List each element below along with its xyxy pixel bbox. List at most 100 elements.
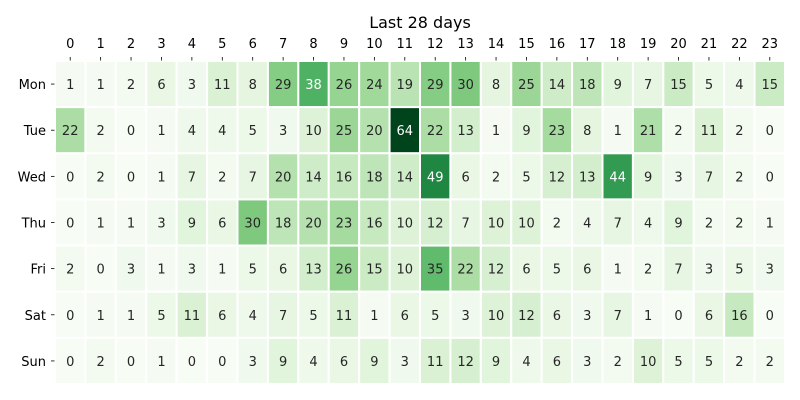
heatmap-cell xyxy=(266,290,300,339)
cell-value-label: 4 xyxy=(309,355,317,370)
heatmap-cell xyxy=(449,60,482,109)
x-tick-label: 3 xyxy=(157,37,165,52)
heatmap-cell xyxy=(358,244,391,293)
x-tick-label: 1 xyxy=(96,37,104,52)
cell-value-label: 3 xyxy=(157,217,165,232)
cell-value-label: 9 xyxy=(614,78,622,93)
cell-value-label: 6 xyxy=(553,355,561,370)
cell-value-label: 0 xyxy=(674,309,682,324)
heatmap-cell xyxy=(206,60,239,109)
cell-value-label: 16 xyxy=(731,309,748,324)
cell-value-label: 0 xyxy=(766,124,774,139)
x-tick-label: 4 xyxy=(188,37,196,52)
cell-value-label: 0 xyxy=(127,355,135,370)
cell-value-label: 11 xyxy=(701,124,718,139)
cell-value-label: 20 xyxy=(366,124,383,139)
cell-value-label: 1 xyxy=(96,217,104,232)
heatmap-cell xyxy=(327,290,361,339)
cell-value-label: 3 xyxy=(279,124,287,139)
heatmap-cell xyxy=(84,290,117,339)
cell-value-label: 10 xyxy=(518,217,535,232)
x-tick-label: 10 xyxy=(366,37,383,52)
y-tick-label: Fri xyxy=(31,263,47,278)
cell-value-label: 1 xyxy=(127,217,135,232)
cell-value-label: 1 xyxy=(157,263,165,278)
x-tick-label: 11 xyxy=(397,37,414,52)
y-tick-label: Thu xyxy=(21,217,46,232)
cell-value-label: 1 xyxy=(157,124,165,139)
cell-value-label: 14 xyxy=(305,170,322,185)
cell-value-label: 5 xyxy=(249,263,257,278)
cell-value-label: 38 xyxy=(305,78,322,93)
cell-value-label: 4 xyxy=(735,78,743,93)
cell-value-label: 6 xyxy=(157,78,165,93)
cell-value-label: 3 xyxy=(127,263,135,278)
x-tick-label: 19 xyxy=(640,37,657,52)
heatmap-cell xyxy=(449,290,482,339)
cell-value-label: 12 xyxy=(457,355,474,370)
cell-value-label: 23 xyxy=(549,124,566,139)
cell-value-label: 10 xyxy=(640,355,657,370)
cell-value-label: 4 xyxy=(188,124,196,139)
cell-value-label: 8 xyxy=(249,78,257,93)
cell-value-label: 18 xyxy=(366,170,383,185)
cell-value-label: 16 xyxy=(366,217,383,232)
cell-value-label: 1 xyxy=(218,263,226,278)
heatmap-cell xyxy=(419,336,452,385)
y-tick-label: Wed xyxy=(18,170,46,185)
x-tick-label: 23 xyxy=(762,37,779,52)
cell-value-label: 9 xyxy=(279,355,287,370)
heatmap-cell xyxy=(54,336,87,385)
cell-value-label: 0 xyxy=(66,309,74,324)
cell-value-label: 7 xyxy=(279,309,287,324)
cell-value-label: 8 xyxy=(583,124,591,139)
cell-value-label: 30 xyxy=(457,78,474,93)
heatmap-cell xyxy=(145,152,178,201)
cell-value-label: 12 xyxy=(549,170,566,185)
heatmap-cell xyxy=(175,244,209,293)
heatmap-cell xyxy=(175,290,209,339)
cell-value-label: 7 xyxy=(614,309,622,324)
cell-value-label: 23 xyxy=(336,217,353,232)
cell-value-label: 4 xyxy=(644,217,652,232)
heatmap-cell xyxy=(266,336,300,385)
heatmap-cell xyxy=(601,198,634,247)
cell-value-label: 3 xyxy=(188,78,196,93)
cell-value-label: 19 xyxy=(397,78,414,93)
cell-value-label: 2 xyxy=(218,170,226,185)
cell-value-label: 11 xyxy=(336,309,353,324)
cell-value-label: 24 xyxy=(366,78,383,93)
cell-value-label: 1 xyxy=(492,124,500,139)
heatmap-cell xyxy=(753,198,787,247)
heatmap-cell xyxy=(631,106,665,155)
heatmap-cell xyxy=(145,60,178,109)
heatmap-cell xyxy=(114,60,148,109)
cell-value-label: 25 xyxy=(336,124,353,139)
cell-value-label: 2 xyxy=(735,217,743,232)
cell-value-label: 3 xyxy=(583,309,591,324)
cell-value-label: 5 xyxy=(309,309,317,324)
cell-value-label: 8 xyxy=(492,78,500,93)
cell-value-label: 10 xyxy=(488,309,505,324)
cell-value-label: 2 xyxy=(553,217,561,232)
cell-value-label: 2 xyxy=(644,263,652,278)
x-tick-label: 18 xyxy=(609,37,626,52)
cell-value-label: 1 xyxy=(96,78,104,93)
heatmap-cell xyxy=(601,106,634,155)
cell-value-label: 15 xyxy=(366,263,383,278)
cell-value-label: 2 xyxy=(66,263,74,278)
cell-value-label: 44 xyxy=(609,170,626,185)
cell-value-label: 9 xyxy=(370,355,378,370)
heatmap-cell xyxy=(236,198,269,247)
x-tick-label: 9 xyxy=(340,37,348,52)
cell-value-label: 7 xyxy=(674,263,682,278)
cell-value-label: 1 xyxy=(127,309,135,324)
cell-value-label: 3 xyxy=(705,263,713,278)
x-tick-label: 5 xyxy=(218,37,226,52)
heatmap-cell xyxy=(388,106,421,155)
heatmap-cell xyxy=(449,106,482,155)
cell-value-label: 5 xyxy=(249,124,257,139)
cell-value-label: 1 xyxy=(614,124,622,139)
cell-value-label: 4 xyxy=(522,355,530,370)
